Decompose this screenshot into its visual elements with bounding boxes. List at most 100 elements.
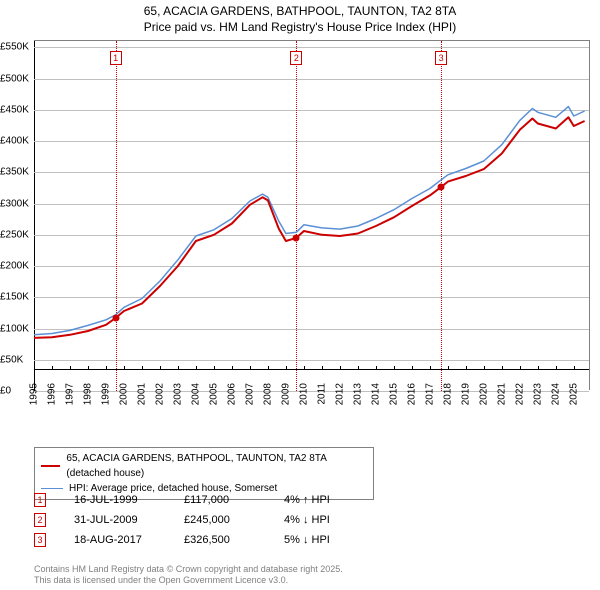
- x-tick-label: 2006: [226, 383, 237, 405]
- x-tick-mark: [142, 366, 143, 370]
- plot-area: £0£50K£100K£150K£200K£250K£300K£350K£400…: [34, 40, 590, 410]
- x-tick-mark: [574, 366, 575, 370]
- plot-inner: £0£50K£100K£150K£200K£250K£300K£350K£400…: [34, 40, 590, 390]
- x-tick-mark: [250, 366, 251, 370]
- event-price: £326,500: [184, 534, 284, 546]
- title-line-2: Price paid vs. HM Land Registry's House …: [0, 20, 600, 36]
- x-tick-label: 2002: [154, 383, 165, 405]
- event-price: £245,000: [184, 514, 284, 526]
- legend-row-price: 65, ACACIA GARDENS, BATHPOOL, TAUNTON, T…: [41, 451, 367, 481]
- footer-line-2: This data is licensed under the Open Gov…: [34, 575, 343, 586]
- x-tick-mark: [340, 366, 341, 370]
- x-tick-mark: [178, 366, 179, 370]
- y-tick-label: £500K: [0, 73, 32, 84]
- x-tick-label: 2022: [514, 383, 525, 405]
- series-hpi-line: [34, 107, 585, 335]
- x-tick-mark: [448, 366, 449, 370]
- x-tick-mark: [106, 366, 107, 370]
- x-tick-mark: [214, 366, 215, 370]
- x-tick-label: 1995: [29, 383, 40, 405]
- x-tick-mark: [358, 366, 359, 370]
- event-change: 4% ↑ HPI: [284, 494, 330, 506]
- event-row: 116-JUL-1999£117,0004% ↑ HPI: [34, 490, 330, 510]
- x-tick-label: 2024: [550, 383, 561, 405]
- y-tick-label: £0: [0, 386, 32, 397]
- x-tick-label: 2021: [496, 383, 507, 405]
- x-tick-mark: [394, 366, 395, 370]
- x-tick-label: 2001: [136, 383, 147, 405]
- x-tick-mark: [232, 366, 233, 370]
- title-line-1: 65, ACACIA GARDENS, BATHPOOL, TAUNTON, T…: [0, 4, 600, 20]
- marker-dot: [293, 234, 300, 241]
- x-tick-mark: [322, 366, 323, 370]
- event-change: 4% ↓ HPI: [284, 514, 330, 526]
- x-tick-label: 2000: [118, 383, 129, 405]
- x-tick-mark: [430, 366, 431, 370]
- x-tick-label: 2009: [280, 383, 291, 405]
- x-tick-mark: [52, 366, 53, 370]
- x-tick-mark: [376, 366, 377, 370]
- y-tick-label: £150K: [0, 292, 32, 303]
- x-tick-label: 2023: [532, 383, 543, 405]
- x-tick-mark: [466, 366, 467, 370]
- y-tick-label: £200K: [0, 261, 32, 272]
- x-tick-label: 2025: [568, 383, 579, 405]
- y-tick-label: £550K: [0, 42, 32, 53]
- event-date: 16-JUL-1999: [74, 494, 184, 506]
- x-tick-mark: [196, 366, 197, 370]
- legend-swatch-hpi: [41, 488, 63, 489]
- x-tick-label: 2016: [406, 383, 417, 405]
- legend-label-price: 65, ACACIA GARDENS, BATHPOOL, TAUNTON, T…: [66, 451, 367, 481]
- event-date: 31-JUL-2009: [74, 514, 184, 526]
- x-tick-mark: [34, 366, 35, 370]
- x-tick-mark: [88, 366, 89, 370]
- y-tick-label: £250K: [0, 229, 32, 240]
- x-tick-label: 2020: [478, 383, 489, 405]
- event-num: 2: [34, 513, 46, 527]
- x-tick-label: 2018: [442, 383, 453, 405]
- event-row: 2 31-JUL-2009£245,0004% ↓ HPI: [34, 510, 330, 530]
- x-tick-mark: [304, 366, 305, 370]
- x-tick-label: 2017: [424, 383, 435, 405]
- x-tick-mark: [556, 366, 557, 370]
- x-tick-label: 1997: [64, 383, 75, 405]
- event-row: 3 18-AUG-2017£326,5005% ↓ HPI: [34, 530, 330, 550]
- x-tick-mark: [520, 366, 521, 370]
- x-tick-label: 2013: [352, 383, 363, 405]
- x-tick-label: 2010: [298, 383, 309, 405]
- x-tick-mark: [160, 366, 161, 370]
- x-tick-mark: [268, 366, 269, 370]
- y-tick-label: £450K: [0, 104, 32, 115]
- event-change: 5% ↓ HPI: [284, 534, 330, 546]
- x-tick-mark: [412, 366, 413, 370]
- series-price-line: [34, 117, 585, 338]
- footer-note: Contains HM Land Registry data © Crown c…: [34, 564, 343, 587]
- marker-dot: [438, 183, 445, 190]
- x-tick-mark: [484, 366, 485, 370]
- x-tick-label: 2012: [334, 383, 345, 405]
- chart-title-block: 65, ACACIA GARDENS, BATHPOOL, TAUNTON, T…: [0, 0, 600, 35]
- x-tick-label: 2015: [388, 383, 399, 405]
- x-tick-label: 2007: [244, 383, 255, 405]
- x-tick-mark: [286, 366, 287, 370]
- x-tick-mark: [70, 366, 71, 370]
- event-num: 1: [34, 493, 46, 507]
- event-date: 18-AUG-2017: [74, 534, 184, 546]
- x-tick-label: 2011: [316, 383, 327, 405]
- x-tick-mark: [124, 366, 125, 370]
- event-num: 3: [34, 533, 46, 547]
- x-tick-label: 2014: [370, 383, 381, 405]
- y-tick-label: £100K: [0, 323, 32, 334]
- x-tick-label: 2005: [208, 383, 219, 405]
- x-tick-label: 2003: [172, 383, 183, 405]
- y-tick-label: £50K: [0, 354, 32, 365]
- marker-dot: [112, 314, 119, 321]
- y-tick-label: £400K: [0, 136, 32, 147]
- x-tick-label: 2004: [190, 383, 201, 405]
- legend-swatch-price: [41, 465, 60, 467]
- x-tick-label: 2019: [460, 383, 471, 405]
- x-tick-label: 1998: [82, 383, 93, 405]
- chart-lines: [34, 41, 590, 391]
- events-table: 116-JUL-1999£117,0004% ↑ HPI231-JUL-2009…: [34, 490, 330, 550]
- y-tick-label: £300K: [0, 198, 32, 209]
